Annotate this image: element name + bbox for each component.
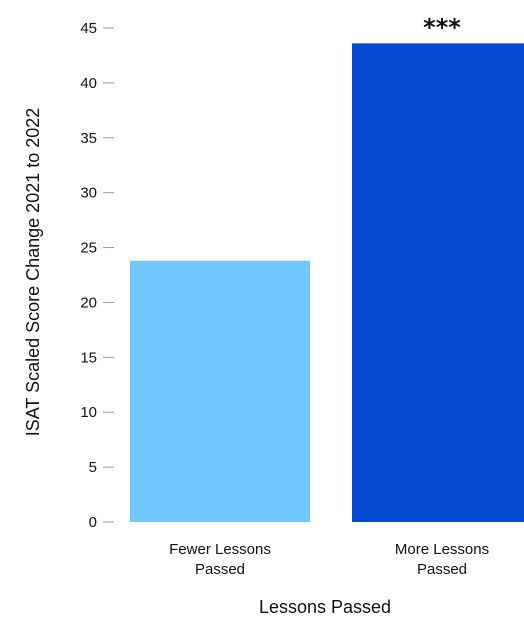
y-tick-label: 0 (89, 514, 97, 531)
y-tick-label: 40 (80, 75, 97, 92)
y-tick-label: 30 (80, 185, 97, 202)
y-tick-label: 20 (80, 294, 97, 311)
x-axis-title: Lessons Passed (259, 597, 391, 617)
y-axis-ticks: 0 5 10 15 20 25 30 35 40 45 (80, 20, 114, 531)
y-axis-title: ISAT Scaled Score Change 2021 to 2022 (23, 108, 43, 437)
x-category-label: Fewer Lessons Passed (169, 541, 271, 578)
bar-more-lessons-passed (352, 43, 524, 522)
y-tick-label: 15 (80, 349, 97, 366)
y-tick-label: 10 (80, 404, 97, 421)
bars (130, 43, 524, 522)
y-tick-label: 35 (80, 130, 97, 147)
y-tick-label: 25 (80, 240, 97, 257)
y-tick-label: 5 (89, 459, 97, 476)
bar-fewer-lessons-passed (130, 261, 310, 522)
x-category-label: More Lessons Passed (395, 541, 489, 578)
y-tick-label: 45 (80, 20, 97, 37)
x-axis-category-labels: Fewer Lessons Passed More Lessons Passed (169, 541, 489, 578)
significance-annotation: *** (423, 13, 461, 41)
bar-annotations: *** (423, 13, 461, 41)
